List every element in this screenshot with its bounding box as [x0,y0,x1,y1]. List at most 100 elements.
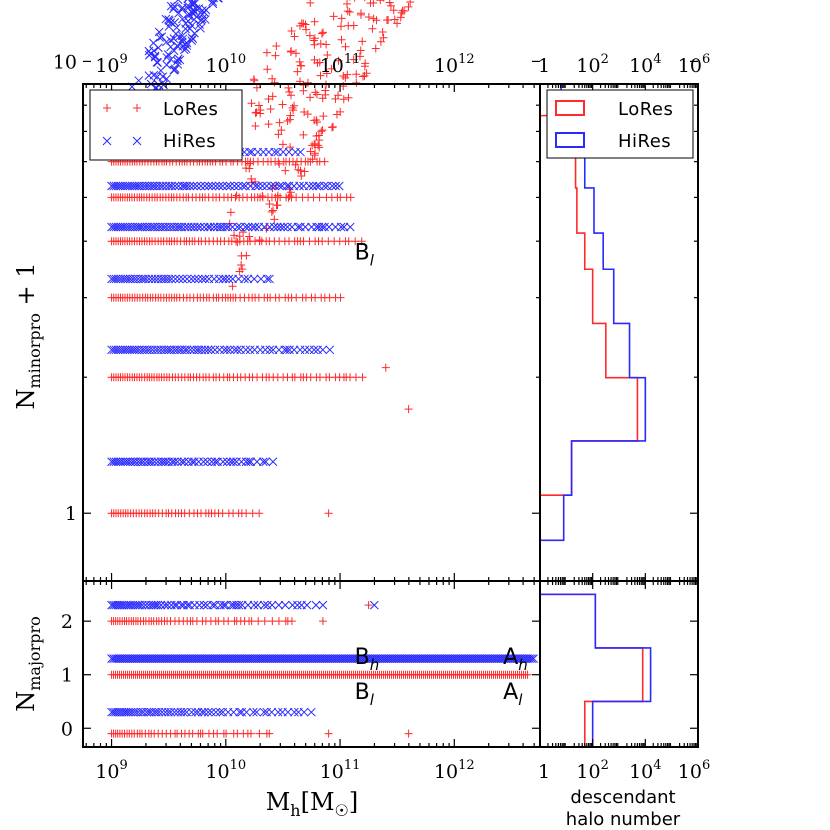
hires-point [317,222,327,232]
hires-point [201,5,211,15]
hires-point [251,181,260,191]
lores-outlier-point [404,405,413,414]
legend-hires-symbol [102,136,112,146]
hires-point [157,707,167,717]
lores-point [275,118,284,127]
hires-point [192,12,202,22]
hires-point [162,53,172,62]
lores-point [291,160,300,169]
hires-point [200,274,210,284]
main-annotation-Bl: Bl [355,240,375,269]
hires-point [318,345,328,355]
hires-point [187,457,197,467]
lores-point [396,13,405,22]
lores-point [361,59,370,68]
lores-point [251,121,260,130]
legend-lores-symbol [133,104,141,112]
hires-point [204,181,213,191]
hires-point [174,274,184,284]
hires-point [252,707,261,717]
hist-top-x-tick-label: 102 [576,52,608,77]
hires-point [186,345,195,355]
hires-point [319,181,329,191]
lores-point [270,215,279,224]
hires-point [164,274,174,284]
hires-point [183,600,192,610]
lores-point [258,192,267,201]
hires-point [146,49,155,59]
hires-point [111,457,121,467]
hires-point [187,274,196,284]
lores-point [251,177,260,186]
lores-point [277,126,286,135]
hires-point [293,600,302,610]
lores-point [274,130,283,139]
hist-bottom-x-tick-label: 1 [538,761,550,783]
hires-point [527,654,536,663]
hist-legend-lores-label: LoRes [618,99,673,120]
lores-point [523,670,532,679]
hires-point [206,222,215,232]
hires-point [295,345,305,355]
hires-point [196,181,206,191]
hires-point [153,58,163,67]
lores-point [287,617,296,626]
legend-lores-symbol [103,104,111,112]
lores-point [345,8,354,17]
lores-point [286,47,295,56]
hires-point [247,147,257,157]
hires-point [127,345,137,355]
lores-point [242,164,251,173]
hires-point [136,274,146,284]
lores-point [371,44,380,53]
lores-point [237,261,246,270]
hires-point [173,457,182,467]
lores-point [310,139,319,148]
hires-point [157,32,167,42]
lores-point [334,56,343,65]
lores-point [295,57,304,66]
hires-point [219,600,228,610]
hires-point [265,345,275,355]
hires-point [222,457,232,467]
hires-point [345,222,355,232]
lores-outlier-point [324,729,333,738]
hires-point [206,345,216,355]
hires-point [241,222,250,232]
hires-point [235,707,244,717]
bottom-annotation-Bh: Bh [355,645,380,674]
hires-point [203,707,213,717]
lores-point [339,95,348,104]
hires-point [170,457,179,467]
lores-point [343,70,352,79]
legend-hires-marker [102,136,142,146]
hires-point [107,274,116,284]
hist-bottom-x-tick-label: 106 [678,758,710,783]
lores-point [288,103,297,112]
lores-point [306,0,315,7]
hires-point [283,707,293,717]
hires-point [116,222,125,232]
hires-point [137,600,147,610]
lores-point [278,140,287,149]
hires-point [334,181,344,191]
hires-point [213,0,223,3]
hires-point [107,181,116,191]
lores-point [358,373,367,382]
lores-outlier-point [381,363,390,372]
lores-point [356,46,365,55]
hires-point [280,600,290,610]
lores-point [303,78,312,87]
hires-point [161,37,171,47]
hires-point [208,600,218,610]
lores-point [385,0,394,7]
lores-point [346,193,355,202]
lores-point [245,232,254,241]
lores-point [235,232,244,241]
lores-point [255,729,264,738]
hires-point [156,66,166,75]
hires-point [194,345,204,355]
hires-point [246,457,256,467]
hires-point [210,345,220,355]
